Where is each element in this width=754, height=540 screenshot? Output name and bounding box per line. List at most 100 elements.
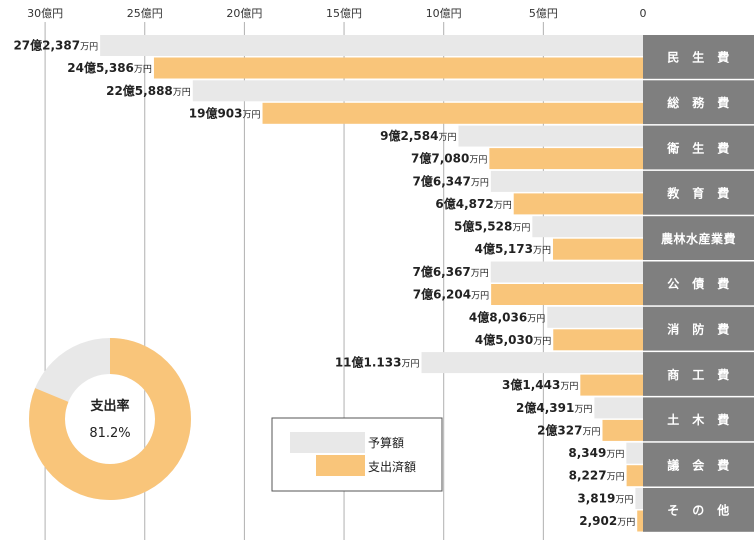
category-band xyxy=(643,80,754,125)
spent-value-label: 4億5,173万円 xyxy=(475,241,551,256)
budget-bar xyxy=(532,216,643,238)
spent-value-label: 7億6,204万円 xyxy=(413,287,489,302)
category-band xyxy=(643,352,754,396)
budget-value-label: 5億5,528万円 xyxy=(454,219,530,234)
budget-bar xyxy=(594,397,643,419)
budget-value-label: 8,349万円 xyxy=(568,446,624,460)
budget-value-unit: 万円 xyxy=(574,404,592,415)
data-labels: 27億2,387万円24億5,386万円22億5,888万円19億903万円9億… xyxy=(13,38,635,529)
budget-bar xyxy=(547,306,643,328)
category-label: 農林水産業費 xyxy=(661,231,736,246)
budget-value-unit: 万円 xyxy=(438,132,456,143)
budget-value-number: 9億2,584 xyxy=(380,128,438,143)
budget-value-number: 4億8,036 xyxy=(469,309,527,324)
budget-bar xyxy=(635,488,643,509)
tick-label: 15億円 xyxy=(326,7,362,20)
spent-value-number: 24億5,386 xyxy=(67,60,134,75)
spent-value-unit: 万円 xyxy=(533,245,551,256)
budget-bar xyxy=(100,35,644,56)
category-label: 衛 生 費 xyxy=(666,140,730,155)
tick-label: 25億円 xyxy=(127,7,163,20)
spent-bar xyxy=(153,57,643,79)
category-band xyxy=(643,35,754,79)
tick-label: 20億円 xyxy=(226,7,262,20)
budget-value-unit: 万円 xyxy=(471,177,489,188)
category-label: そ の 他 xyxy=(667,503,730,518)
budget-value-number: 7億6,367 xyxy=(412,264,470,279)
budget-value-label: 7億6,367万円 xyxy=(412,264,488,279)
category-label: 消 防 費 xyxy=(667,321,730,336)
spent-value-label: 19億903万円 xyxy=(189,105,261,120)
spent-value-label: 24億5,386万円 xyxy=(67,60,152,75)
legend-box xyxy=(271,417,443,492)
category-label: 商 工 費 xyxy=(667,367,730,382)
spent-bar xyxy=(552,238,643,260)
budget-value-number: 22億5,888 xyxy=(106,83,173,98)
spent-bar xyxy=(489,148,643,170)
spent-value-number: 8,227 xyxy=(569,469,607,483)
budget-value-label: 22億5,888万円 xyxy=(106,83,191,98)
spent-value-unit: 万円 xyxy=(243,109,261,120)
spent-value-label: 8,227万円 xyxy=(569,469,625,483)
spending-rate-donut: 支出率 81.2% xyxy=(29,338,191,500)
budget-value-unit: 万円 xyxy=(512,223,530,234)
spent-value-unit: 万円 xyxy=(471,291,489,302)
spent-value-number: 7億6,204 xyxy=(413,287,471,302)
spent-value-number: 4億5,030 xyxy=(475,332,533,347)
category-band xyxy=(643,170,754,215)
budget-value-number: 3,819 xyxy=(577,492,615,506)
category-band xyxy=(643,442,754,487)
budget-value-number: 7億6,347 xyxy=(413,173,471,188)
spent-value-unit: 万円 xyxy=(494,200,512,211)
category-band xyxy=(643,216,754,260)
budget-value-unit: 万円 xyxy=(527,313,545,324)
spent-value-unit: 万円 xyxy=(607,472,625,483)
tick-labels: 30億円 25億円 20億円 15億円 10億円 5億円 0 xyxy=(27,7,646,20)
budget-value-label: 27億2,387万円 xyxy=(13,38,98,53)
budget-value-number: 11億1.133 xyxy=(335,355,402,370)
legend: 予算額 支出済額 xyxy=(271,417,443,492)
budget-bar xyxy=(490,261,643,283)
spent-value-label: 7億7,080万円 xyxy=(411,151,487,166)
budget-value-unit: 万円 xyxy=(173,87,191,98)
spent-bar xyxy=(262,102,643,124)
spent-bar xyxy=(602,419,643,441)
spent-value-number: 6億4,872 xyxy=(435,196,493,211)
legend-swatch-spent xyxy=(316,455,365,476)
budget-value-label: 9億2,584万円 xyxy=(380,128,456,143)
budget-value-unit: 万円 xyxy=(401,359,419,370)
budget-value-unit: 万円 xyxy=(615,495,633,506)
spent-value-unit: 万円 xyxy=(533,336,551,347)
spent-value-label: 6億4,872万円 xyxy=(435,196,511,211)
spent-value-number: 19億903 xyxy=(189,105,243,120)
category-label: 民 生 費 xyxy=(667,50,730,65)
category-band xyxy=(643,397,754,442)
category-label: 総 務 費 xyxy=(667,95,730,110)
budget-value-unit: 万円 xyxy=(471,268,489,279)
budget-bar xyxy=(626,442,643,464)
budget-bar xyxy=(192,80,643,102)
tick-label: 0 xyxy=(640,7,647,20)
spent-value-unit: 万円 xyxy=(560,381,578,392)
donut-title: 支出率 xyxy=(89,398,129,414)
spent-bar xyxy=(626,465,643,487)
budget-bar xyxy=(490,170,643,192)
donut-value: 81.2% xyxy=(89,426,130,441)
category-band xyxy=(643,125,754,170)
spent-bar xyxy=(491,284,643,305)
budget-value-number: 5億5,528 xyxy=(454,219,512,234)
spent-value-number: 3億1,443 xyxy=(502,377,560,392)
budget-value-unit: 万円 xyxy=(80,42,98,53)
budget-value-unit: 万円 xyxy=(606,449,624,460)
spent-value-unit: 万円 xyxy=(617,517,635,528)
tick-label: 5億円 xyxy=(529,7,558,20)
spent-bar xyxy=(553,329,643,351)
budget-bar xyxy=(458,125,643,147)
category-band xyxy=(643,306,754,351)
spent-value-unit: 万円 xyxy=(134,64,152,75)
budget-value-label: 7億6,347万円 xyxy=(413,173,489,188)
spent-value-label: 4億5,030万円 xyxy=(475,332,551,347)
tick-label: 30億円 xyxy=(27,7,63,20)
